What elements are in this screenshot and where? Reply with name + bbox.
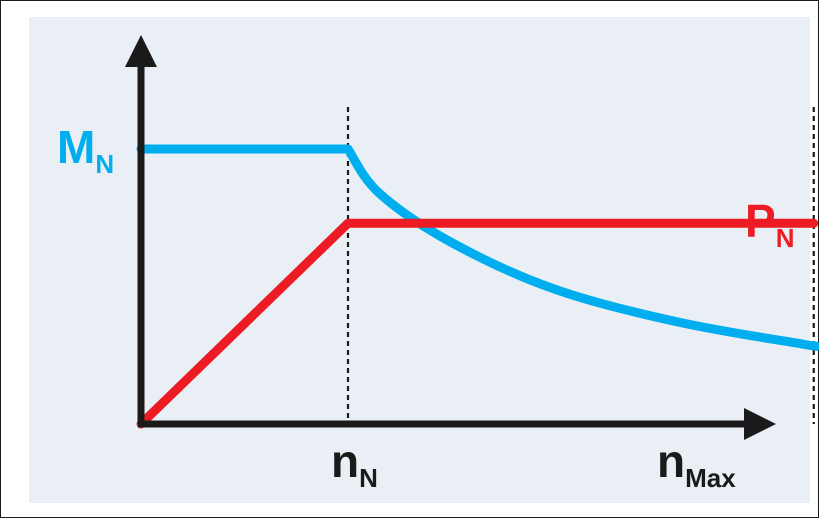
x-tick-label-2: nMax [657,435,736,493]
x-tick-label-1-main: n [331,435,359,487]
series-layer [136,144,819,429]
x-tick-label-1: nN [331,435,378,493]
series-line-p [136,218,819,429]
series-label-p: PN [745,195,794,253]
plot-background [29,17,810,503]
y-axis-arrow [125,35,157,67]
series-label-p-main: P [745,195,776,247]
x-tick-label-2-main: n [657,435,685,487]
series-label-m-sub: N [95,149,114,179]
series-label-m-main: M [57,121,95,173]
axes-layer [125,35,776,440]
series-label-p-sub: N [776,223,795,253]
x-tick-label-1-sub: N [359,463,378,493]
series-label-m: MN [57,121,114,179]
x-axis-arrow [744,408,776,440]
x-tick-label-2-sub: Max [685,463,736,493]
guides-layer [346,107,815,424]
series-line-m [136,144,819,351]
